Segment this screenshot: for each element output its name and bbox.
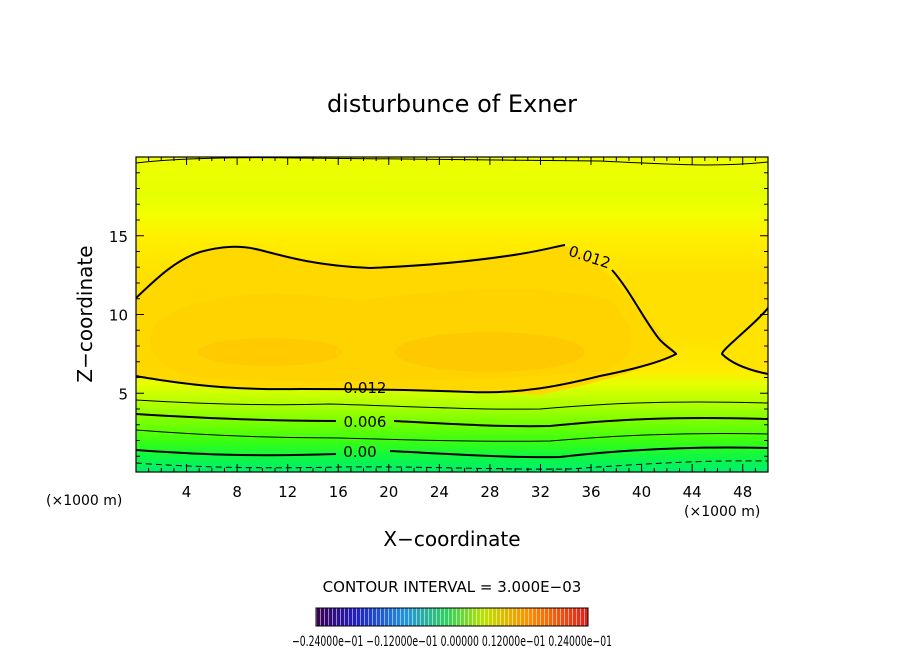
field-right-region — [722, 308, 768, 374]
contour-line-top — [136, 157, 768, 166]
colorbar-stripes — [316, 608, 588, 626]
x-tick-label-40: 40 — [632, 483, 651, 501]
chart-title: disturbunce of Exner — [327, 90, 577, 118]
x-axis-label: X−coordinate — [383, 527, 520, 551]
contour-label-0012-lower: 0.012 — [344, 379, 387, 397]
y-axis: 5 10 15 — [109, 172, 768, 457]
x-axis: 4 8 12 16 20 24 28 32 36 40 44 48 — [148, 157, 756, 501]
field-mid-region — [150, 289, 632, 382]
x-tick-label-8: 8 — [232, 483, 242, 501]
x-tick-label-24: 24 — [430, 483, 449, 501]
contour-lines — [136, 157, 768, 470]
y-tick-label-10: 10 — [109, 307, 128, 325]
x-tick-label-36: 36 — [581, 483, 600, 501]
x-tick-label-12: 12 — [278, 483, 297, 501]
y-tick-label-15: 15 — [109, 228, 128, 246]
x-unit-right: (×1000 m) — [684, 504, 760, 520]
x-tick-label-4: 4 — [182, 483, 192, 501]
contour-line-0012-upper — [136, 244, 678, 394]
colorbar-labels: −0.24000e−01 −0.12000e−01 0.00000 0.1200… — [292, 634, 612, 650]
contour-line-0003 — [136, 429, 768, 442]
x-unit-left: (×1000 m) — [46, 493, 122, 509]
x-tick-label-44: 44 — [683, 483, 702, 501]
x-tick-label-48: 48 — [733, 483, 752, 501]
y-axis-label: Z−coordinate — [73, 245, 97, 382]
x-tick-label-32: 32 — [531, 483, 550, 501]
x-tick-label-28: 28 — [480, 483, 499, 501]
contour-line-0000 — [136, 446, 768, 459]
contour-line-0012-right — [720, 307, 768, 375]
contour-interval: CONTOUR INTERVAL = 3.000E−03 — [323, 578, 582, 596]
x-tick-label-16: 16 — [329, 483, 348, 501]
contour-line-0006 — [136, 413, 768, 428]
contour-label-000: 0.00 — [343, 443, 376, 461]
x-tick-label-20: 20 — [379, 483, 398, 501]
colorbar: −0.24000e−01 −0.12000e−01 0.00000 0.1200… — [292, 607, 612, 650]
contour-line-0009 — [136, 399, 768, 410]
colorbar-frame — [315, 607, 589, 627]
y-tick-label-5: 5 — [118, 385, 128, 403]
contour-label-0006: 0.006 — [344, 413, 387, 431]
contour-line-negative — [136, 460, 768, 470]
